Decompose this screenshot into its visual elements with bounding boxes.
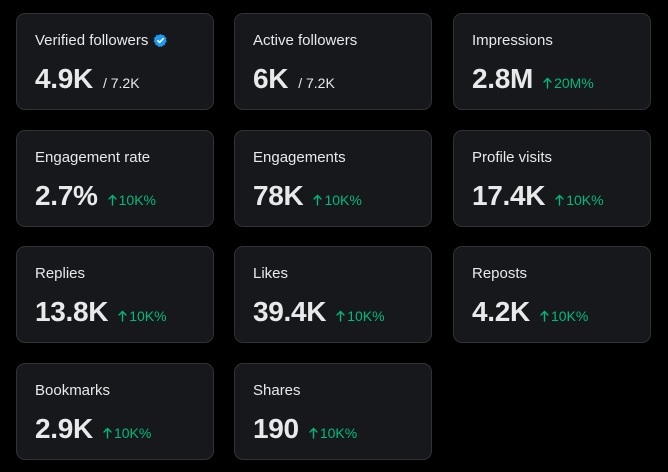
metric-label-row: Likes [253, 265, 288, 282]
verified-badge-icon [154, 33, 168, 47]
metric-card-reposts[interactable]: Reposts 4.2K 10K% [453, 246, 651, 343]
metric-card-bookmarks[interactable]: Bookmarks 2.9K 10K% [16, 363, 214, 460]
metric-change: 20M% [543, 75, 594, 91]
arrow-up-icon [555, 194, 564, 206]
metric-label: Engagements [253, 149, 346, 166]
metric-value: 17.4K [472, 180, 546, 211]
metric-value: 2.9K [35, 413, 93, 444]
metric-value-row: 17.4K 10K% [472, 180, 604, 212]
metric-label: Bookmarks [35, 382, 111, 399]
metric-total: / 7.2K [298, 75, 335, 91]
metric-card-shares[interactable]: Shares 190 10K% [234, 363, 432, 460]
metric-label: Shares [253, 382, 301, 399]
metric-value-row: 39.4K 10K% [253, 296, 385, 328]
arrow-up-icon [309, 427, 318, 439]
metric-change-value: 10K% [113, 425, 152, 441]
metric-value-row: 4.2K 10K% [472, 296, 588, 328]
metric-label-row: Impressions [472, 32, 553, 49]
metric-card-engagements[interactable]: Engagements 78K 10K% [234, 130, 432, 227]
metric-card-replies[interactable]: Replies 13.8K 10K% [16, 246, 214, 343]
metric-change-value: 10K% [566, 192, 604, 208]
arrow-up-icon [103, 427, 112, 439]
metric-value: 2.8M [472, 63, 534, 94]
metric-card-engagement-rate[interactable]: Engagement rate 2.7% 10K% [16, 130, 214, 227]
metric-label-row: Replies [35, 265, 85, 282]
metric-label-row: Profile visits [472, 149, 552, 166]
metric-change: 10K% [107, 192, 156, 208]
metric-label: Engagement rate [35, 149, 151, 166]
metric-value-row: 13.8K 10K% [35, 296, 167, 328]
metric-value: 2.7% [35, 180, 98, 211]
metric-label-row: Bookmarks [35, 382, 110, 399]
metric-card-impressions[interactable]: Impressions 2.8M 20M% [453, 13, 651, 110]
metric-value: 190 [253, 413, 299, 444]
metric-change-value: 10K% [118, 192, 156, 208]
metric-label: Verified followers [35, 32, 149, 49]
metric-change: 10K% [540, 308, 588, 324]
arrow-up-icon [313, 194, 323, 206]
metric-label-row: Shares [253, 382, 301, 399]
metric-label: Replies [35, 265, 86, 282]
metric-card-verified-followers[interactable]: Verified followers 4.9K / 7.2K [16, 13, 214, 110]
metric-change-value: 10K% [319, 425, 358, 441]
metric-label-row: Reposts [472, 265, 527, 282]
metric-total: / 7.2K [102, 75, 140, 91]
metric-label: Likes [253, 265, 289, 282]
metric-value: 39.4K [253, 296, 327, 327]
metric-change-value: 10K% [324, 192, 362, 208]
metric-card-likes[interactable]: Likes 39.4K 10K% [234, 246, 432, 343]
metric-label-row: Verified followers [35, 32, 168, 49]
arrow-up-icon [118, 310, 127, 322]
metric-change: 10K% [336, 308, 385, 324]
metric-value-row: 2.9K 10K% [35, 413, 151, 445]
metric-change: 10K% [103, 425, 151, 441]
metric-change: 10K% [313, 192, 362, 208]
metric-value: 4.9K [35, 63, 93, 94]
arrow-up-icon [336, 310, 345, 322]
metric-change: 10K% [309, 425, 357, 441]
metric-value-row: 4.9K / 7.2K [35, 63, 140, 95]
metric-change: 10K% [118, 308, 167, 324]
metric-card-active-followers[interactable]: Active followers 6K / 7.2K [234, 13, 432, 110]
metric-value-row: 2.7% 10K% [35, 180, 156, 212]
metric-value-row: 6K / 7.2K [253, 63, 335, 95]
metric-value-row: 2.8M 20M% [472, 63, 594, 95]
metric-label: Profile visits [472, 149, 553, 166]
metric-change-value: 10K% [129, 308, 167, 324]
metric-label: Active followers [253, 32, 358, 49]
metric-label-row: Active followers [253, 32, 357, 49]
metric-label: Reposts [472, 265, 528, 282]
metric-label: Impressions [472, 32, 553, 49]
arrow-up-icon [543, 77, 552, 89]
metric-change-value: 20M% [554, 75, 594, 91]
metric-value: 6K [253, 63, 289, 94]
metric-value: 78K [253, 180, 304, 211]
metric-change-value: 10K% [550, 308, 589, 324]
metric-value: 4.2K [472, 296, 530, 327]
metric-change: 10K% [555, 192, 604, 208]
metric-label-row: Engagements [253, 149, 346, 166]
arrow-up-icon [540, 310, 549, 322]
arrow-up-icon [107, 194, 117, 206]
metric-change-value: 10K% [347, 308, 385, 324]
metric-value: 13.8K [35, 296, 109, 327]
metric-value-row: 190 10K% [253, 413, 357, 445]
metric-label-row: Engagement rate [35, 149, 150, 166]
metric-value-row: 78K 10K% [253, 180, 362, 212]
metric-card-profile-visits[interactable]: Profile visits 17.4K 10K% [453, 130, 651, 227]
